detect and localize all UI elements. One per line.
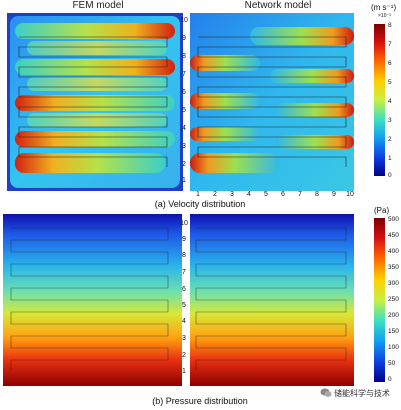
row-label: 9 <box>182 236 186 243</box>
cb-tick: 150 <box>388 328 399 335</box>
row-label: 4 <box>182 318 186 325</box>
row-label: 7 <box>182 269 186 276</box>
col-label: 6 <box>281 191 285 198</box>
column-labels: 1 2 3 4 5 6 7 8 9 10 <box>190 191 354 201</box>
pressure-row-labels: 10 9 8 7 6 5 4 3 2 1 <box>178 214 190 386</box>
cb-tick: 0 <box>388 376 392 383</box>
caption-velocity: (a) Velocity distribution <box>154 199 246 209</box>
cb-tick: 5 <box>388 79 392 86</box>
col-label: 2 <box>213 191 217 198</box>
cb-tick: 1 <box>388 155 392 162</box>
cb-tick: 50 <box>388 360 396 367</box>
cb-tick: 4 <box>388 98 392 105</box>
row-label: 8 <box>182 252 186 259</box>
velocity-map-fem <box>7 13 183 191</box>
chat-bubble-icon <box>320 388 332 397</box>
row-label: 5 <box>182 107 186 114</box>
cb-tick: 8 <box>388 22 392 29</box>
row-label: 2 <box>182 161 186 168</box>
row-label: 10 <box>180 17 188 24</box>
velocity-colorbar-ticks: 8 7 6 5 4 3 2 1 0 <box>388 22 400 179</box>
row-label: 6 <box>182 286 186 293</box>
fem-model-title: FEM model <box>72 0 124 11</box>
cb-tick: 100 <box>388 344 399 351</box>
cb-tick: 450 <box>388 232 399 239</box>
row-label: 3 <box>182 335 186 342</box>
row-label: 3 <box>182 143 186 150</box>
velocity-colorbar-unit: (m s⁻¹) <box>371 3 397 12</box>
col-label: 7 <box>298 191 302 198</box>
row-label: 5 <box>182 302 186 309</box>
pressure-colorbar-unit: (Pa) <box>374 206 390 215</box>
cb-tick: 400 <box>388 248 399 255</box>
watermark-text: 储能科学与技术 <box>334 388 390 398</box>
velocity-map-network <box>190 13 354 191</box>
cb-tick: 2 <box>388 136 392 143</box>
row-label: 6 <box>182 89 186 96</box>
row-label: 10 <box>180 220 188 227</box>
velocity-colorbar-exponent: ×10⁻³ <box>378 13 391 19</box>
row-label: 1 <box>182 368 186 375</box>
row-label: 4 <box>182 125 186 132</box>
caption-pressure: (b) Pressure distribution <box>152 396 248 406</box>
watermark: 储能科学与技术 <box>320 386 400 400</box>
row-label: 1 <box>182 177 186 184</box>
velocity-colorbar <box>374 24 385 176</box>
cb-tick: 0 <box>388 172 392 179</box>
cb-tick: 500 <box>388 216 399 223</box>
cb-tick: 6 <box>388 60 392 67</box>
col-label: 3 <box>230 191 234 198</box>
network-model-title: Network model <box>244 0 312 11</box>
col-label: 10 <box>346 191 354 198</box>
cb-tick: 200 <box>388 312 399 319</box>
col-label: 1 <box>196 191 200 198</box>
col-label: 5 <box>264 191 268 198</box>
col-label: 9 <box>332 191 336 198</box>
pressure-colorbar <box>374 218 385 382</box>
cb-tick: 250 <box>388 296 399 303</box>
cb-tick: 350 <box>388 264 399 271</box>
velocity-row-labels: 10 9 8 7 6 5 4 3 2 1 <box>178 13 190 191</box>
cb-tick: 3 <box>388 117 392 124</box>
cb-tick: 300 <box>388 280 399 287</box>
pressure-colorbar-ticks: 500 450 400 350 300 250 200 150 100 50 0 <box>388 216 401 383</box>
row-label: 7 <box>182 71 186 78</box>
cb-tick: 7 <box>388 41 392 48</box>
col-label: 4 <box>247 191 251 198</box>
pressure-map-fem <box>3 214 182 386</box>
pressure-map-network <box>190 214 354 386</box>
col-label: 8 <box>315 191 319 198</box>
row-label: 2 <box>182 352 186 359</box>
row-label: 8 <box>182 53 186 60</box>
row-label: 9 <box>182 35 186 42</box>
